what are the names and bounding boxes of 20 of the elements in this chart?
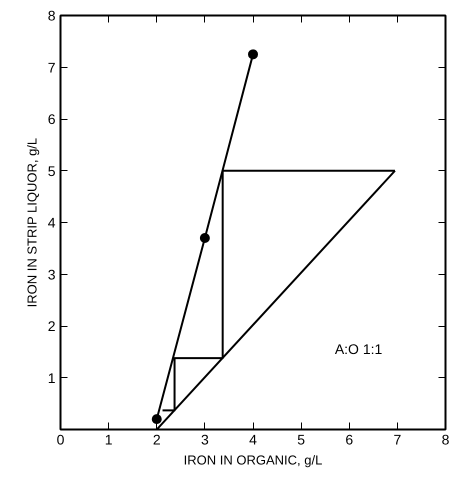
y-tick-label: 4 — [48, 214, 56, 230]
x-tick-label: 8 — [442, 432, 450, 448]
y-tick-label: 2 — [48, 318, 56, 334]
y-tick-label: 6 — [48, 111, 56, 127]
x-tick-label: 2 — [152, 432, 161, 448]
x-tick-label: 4 — [249, 432, 258, 448]
annotation: A:O 1:1 — [334, 341, 382, 358]
y-tick-label: 7 — [48, 59, 56, 76]
x-tick-label: 5 — [297, 432, 306, 448]
x-axis-title: IRON IN ORGANIC, g/L — [184, 452, 322, 468]
y-tick-label: 3 — [48, 266, 56, 282]
x-tick-label: 6 — [345, 432, 354, 448]
x-tick-label: 3 — [200, 432, 209, 448]
x-tick-label: 1 — [104, 432, 113, 448]
x-tick-label: 7 — [393, 432, 402, 448]
x-tick-label: 0 — [56, 432, 65, 448]
y-tick-label: 5 — [48, 162, 56, 179]
y-tick-label: 1 — [48, 370, 56, 386]
y-tick-label: 8 — [48, 8, 56, 24]
y-axis-title: IRON IN STRIP LIQUOR, g/L — [24, 138, 40, 308]
